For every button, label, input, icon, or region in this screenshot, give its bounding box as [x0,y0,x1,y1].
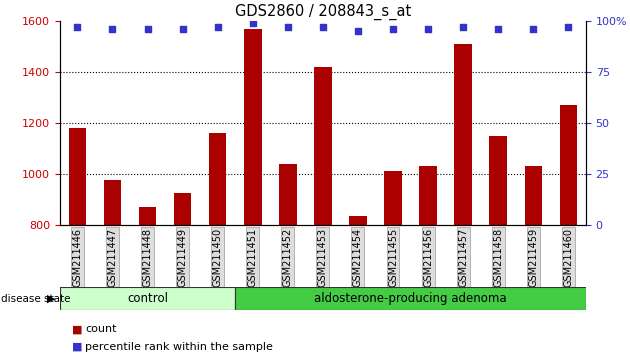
Text: GSM211449: GSM211449 [178,228,188,287]
Point [72,24,83,30]
Bar [60,287,235,310]
Bar [349,216,367,225]
Bar [559,105,577,225]
Point [388,27,398,32]
Point [528,27,538,32]
Bar [384,171,402,225]
Text: GSM211460: GSM211460 [563,228,573,287]
Text: GSM211452: GSM211452 [283,228,293,287]
Point [142,27,152,32]
Point [493,27,503,32]
Text: GSM211455: GSM211455 [388,228,398,287]
Text: GSM211456: GSM211456 [423,228,433,287]
Bar [104,180,121,225]
Bar [279,164,297,225]
Bar [314,67,331,225]
Text: GSM211459: GSM211459 [529,228,538,287]
Bar [235,287,586,310]
Point [248,21,258,26]
Bar [139,207,156,225]
Bar [454,44,472,225]
Text: GSM211454: GSM211454 [353,228,363,287]
Text: GSM211448: GSM211448 [142,228,152,287]
Title: GDS2860 / 208843_s_at: GDS2860 / 208843_s_at [235,4,411,20]
Text: GSM211453: GSM211453 [318,228,328,287]
Point [423,27,433,32]
Text: GSM211451: GSM211451 [248,228,258,287]
Text: ■: ■ [72,342,83,352]
Text: ■: ■ [72,324,83,334]
Text: GSM211447: GSM211447 [108,228,117,287]
Point [563,24,573,30]
Text: GSM211446: GSM211446 [72,228,83,287]
Text: count: count [85,324,117,334]
Text: control: control [127,292,168,305]
Bar [420,166,437,225]
Text: percentile rank within the sample: percentile rank within the sample [85,342,273,352]
Text: disease state: disease state [1,294,70,304]
Point [353,29,363,34]
Bar [69,128,86,225]
Text: aldosterone-producing adenoma: aldosterone-producing adenoma [314,292,507,305]
Text: ▶: ▶ [47,294,55,304]
Point [458,24,468,30]
Text: GSM211457: GSM211457 [458,228,468,287]
Point [178,27,188,32]
Bar [490,136,507,225]
Bar [174,193,192,225]
Bar [209,133,226,225]
Bar [525,166,542,225]
Point [107,27,117,32]
Text: GSM211450: GSM211450 [213,228,222,287]
Point [318,24,328,30]
Point [212,24,222,30]
Text: GSM211458: GSM211458 [493,228,503,287]
Bar [244,29,261,225]
Point [283,24,293,30]
